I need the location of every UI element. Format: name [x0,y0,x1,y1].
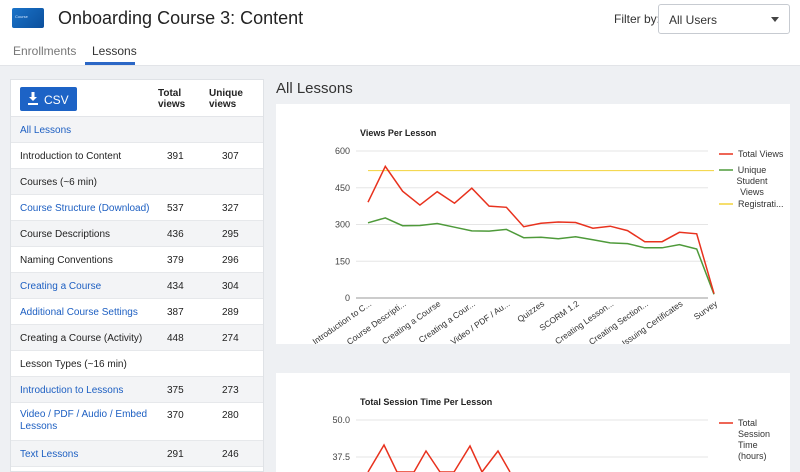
y-tick-label: 37.5 [332,452,350,462]
active-tab-indicator [85,62,135,65]
lesson-name: Creating a Course (Activity) [20,333,143,344]
total-views-value: 434 [167,281,184,292]
unique-views-value: 246 [222,449,239,460]
col-header-total[interactable]: Total views [158,88,186,110]
table-row: Naming Conventions 379 296 [11,247,263,273]
total-views-value: 436 [167,229,184,240]
x-tick-label: Issuing Certificates [620,298,685,344]
lesson-link[interactable]: Video / PDF / Audio / Embed Lessons [20,409,148,432]
lessons-table: CSV Total views Unique views All Lessons… [10,79,264,472]
unique-views-value: 304 [222,281,239,292]
session-time-card: Total Session Time Per Lesson 50.0 37.5 Tot… [276,373,790,472]
table-row[interactable]: Text Lessons 291 246 [11,441,263,467]
filter-select[interactable]: All Users [658,4,790,34]
filter-label: Filter by: [614,12,661,26]
csv-label: CSV [44,93,69,107]
table-header: CSV Total views Unique views [11,80,263,117]
legend-label: Registrati... [738,199,784,209]
unique-views-value: 280 [222,410,239,421]
x-tick-label: Survey [692,298,720,322]
total-views-value: 387 [167,307,184,318]
total-views-value: 370 [167,410,184,421]
table-row[interactable]: All Lessons [11,117,263,143]
unique-views-value: 327 [222,203,239,214]
unique-views-value: 289 [222,307,239,318]
y-tick-label: 450 [335,183,350,193]
table-row: Lesson Types (~16 min) [11,351,263,377]
lesson-name: Course Descriptions [20,229,111,240]
lesson-name: Introduction to Content [20,151,122,162]
table-row[interactable]: Additional Course Settings 387 289 [11,299,263,325]
table-row: Introduction to Content 391 307 [11,143,263,169]
app-header: Course Onboarding Course 3: Content Filt… [0,0,800,66]
y-tick-label: 50.0 [332,415,350,425]
y-tick-label: 150 [335,256,350,266]
lesson-name: Naming Conventions [20,255,113,266]
y-tick-label: 600 [335,146,350,156]
logo-text: Course [15,14,28,19]
lesson-link[interactable]: Text Lessons [20,449,79,460]
tab-enrollments[interactable]: Enrollments [13,44,77,58]
table-row: Creating a Course (Activity) 448 274 [11,325,263,351]
lesson-name: Courses (~6 min) [20,177,97,188]
y-tick-label: 0 [345,293,350,303]
total-views-value: 291 [167,449,184,460]
lesson-link[interactable]: Additional Course Settings [20,307,138,318]
download-icon [28,92,38,105]
y-tick-label: 300 [335,220,350,230]
legend-label: Total Session Time (hours) [738,418,770,461]
filter-value: All Users [669,13,718,27]
x-tick-label: Quizzes [515,298,546,324]
unique-views-value: 273 [222,385,239,396]
unique-views-value: 295 [222,229,239,240]
chart-title: Views Per Lesson [360,128,436,138]
series-line-1 [367,217,715,295]
session-time-chart: Total Session Time Per Lesson 50.0 37.5 Tot… [332,397,770,472]
unique-views-value: 296 [222,255,239,266]
chart-title: Total Session Time Per Lesson [360,397,492,407]
lesson-link[interactable]: Introduction to Lessons [20,385,124,396]
csv-download-button[interactable]: CSV [20,87,77,111]
views-per-lesson-chart: Views Per Lesson0150300450600Introductio… [311,128,784,348]
table-row: Courses (~6 min) [11,169,263,195]
total-views-value: 391 [167,151,184,162]
series-line-0 [367,164,715,294]
x-tick-label: Video / PDF / Au... [449,298,512,344]
lesson-name: Lesson Types (~16 min) [20,359,127,370]
unique-views-value: 274 [222,333,239,344]
lesson-link[interactable]: Course Structure (Download) [20,203,150,214]
legend-label: Total Views [738,149,784,159]
table-row[interactable]: Creating a Course 434 304 [11,273,263,299]
table-row: Course Descriptions 436 295 [11,221,263,247]
legend-label: Unique Student Views [736,165,768,197]
lesson-link[interactable]: All Lessons [20,125,72,136]
unique-views-value: 307 [222,151,239,162]
total-views-value: 537 [167,203,184,214]
table-row[interactable]: Course Structure (Download) 537 327 [11,195,263,221]
tab-lessons[interactable]: Lessons [92,44,137,58]
course-logo: Course [12,8,44,28]
series-line-0 [367,443,511,472]
total-views-value: 448 [167,333,184,344]
table-row[interactable]: Video / PDF / Audio / Embed Lessons 370 28… [11,403,263,441]
page-title: Onboarding Course 3: Content [58,8,304,28]
section-title: All Lessons [276,80,353,97]
total-views-value: 379 [167,255,184,266]
views-per-lesson-card: Views Per Lesson 0 150 300 450 600 Introductio… [276,104,790,348]
lesson-link[interactable]: Creating a Course [20,281,102,292]
total-views-value: 375 [167,385,184,396]
chevron-down-icon [771,17,779,22]
col-header-unique[interactable]: Unique views [209,88,243,110]
table-row[interactable]: Introduction to Lessons 375 273 [11,377,263,403]
